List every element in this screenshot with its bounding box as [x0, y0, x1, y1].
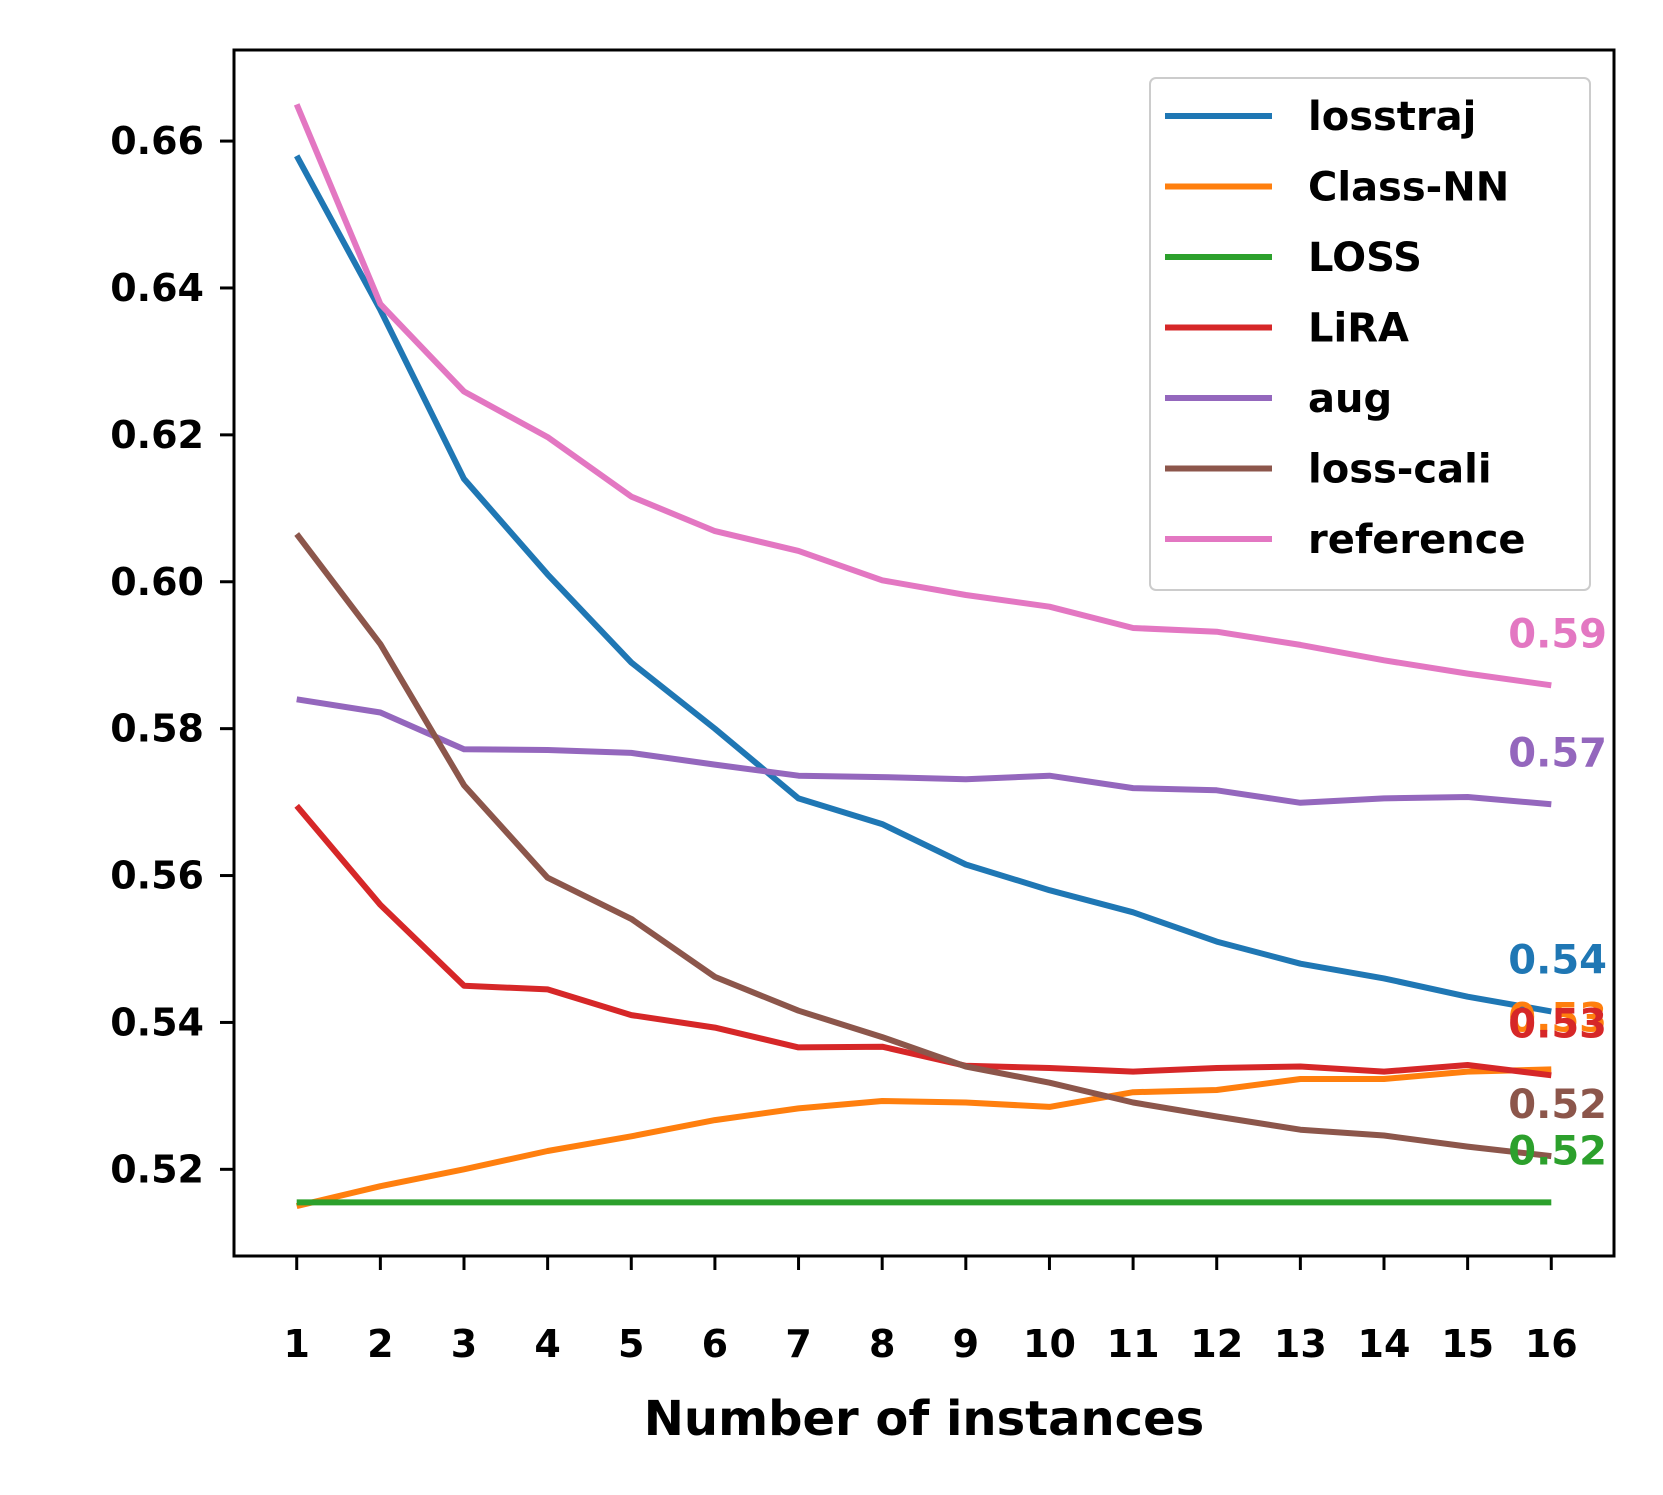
y-tick-label: 0.52 [110, 1147, 204, 1191]
x-tick-label: 5 [618, 1322, 644, 1366]
end-labels: 0.54 0.53 0.52 0.53 0.57 0.52 0.59 [1508, 611, 1607, 1174]
x-tick-label: 14 [1358, 1322, 1411, 1366]
x-tick-label: 13 [1274, 1322, 1327, 1366]
y-tick-label: 0.56 [110, 854, 204, 898]
end-label-lira: 0.53 [1508, 1001, 1607, 1047]
series-line-lira [294, 803, 1552, 1079]
legend-label-losstraj: losstraj [1308, 94, 1476, 140]
legend-label-class-nn: Class-NN [1308, 165, 1509, 211]
series-layer [293, 103, 1552, 1210]
plot-area-frame [232, 48, 1616, 1258]
series-line-reference [293, 103, 1552, 689]
end-label-losstraj: 0.54 [1508, 937, 1607, 983]
x-tick-label: 6 [702, 1322, 728, 1366]
end-label-loss: 0.52 [1508, 1128, 1607, 1174]
y-tick-label: 0.64 [110, 266, 204, 310]
series-line-losstraj [294, 154, 1552, 1015]
x-tick-label: 7 [785, 1322, 811, 1366]
legend-label-aug: aug [1308, 376, 1392, 422]
x-axis-label: Number of instances [644, 1391, 1205, 1447]
legend: losstraj Class-NN LOSS LiRA aug loss-cali refe… [1149, 77, 1591, 591]
legend-frame [1149, 77, 1591, 591]
x-tick-label: 2 [367, 1322, 393, 1366]
series-line-class-nn [296, 1066, 1552, 1210]
x-tick-label: 4 [534, 1322, 560, 1366]
legend-label-loss: LOSS [1308, 235, 1422, 281]
x-tick-label: 8 [869, 1322, 895, 1366]
legend-label-reference: reference [1308, 517, 1526, 563]
x-tick-label: 1 [284, 1322, 310, 1366]
end-label-class-nn: 0.53 [1508, 995, 1607, 1041]
y-tick-label: 0.58 [110, 707, 204, 751]
x-tick-label: 10 [1023, 1322, 1076, 1366]
series-line-loss-cali [294, 532, 1552, 1160]
y-tick-label: 0.62 [110, 413, 204, 457]
x-tick-label: 11 [1107, 1322, 1160, 1366]
y-tick-label: 0.60 [110, 560, 204, 604]
y-tick-label: 0.54 [110, 1000, 204, 1044]
legend-label-loss-cali: loss-cali [1308, 447, 1492, 493]
end-label-aug: 0.57 [1508, 730, 1607, 776]
x-axis: 1 2 3 4 5 6 7 8 9 10 11 12 13 14 15 16 [284, 1256, 1578, 1366]
end-label-loss-cali: 0.52 [1508, 1082, 1607, 1128]
x-tick-label: 16 [1525, 1322, 1578, 1366]
x-tick-label: 12 [1190, 1322, 1243, 1366]
x-tick-label: 15 [1441, 1322, 1494, 1366]
x-tick-label: 9 [953, 1322, 979, 1366]
legend-label-lira: LiRA [1308, 306, 1409, 352]
x-tick-label: 3 [451, 1322, 477, 1366]
series-line-aug [296, 696, 1552, 808]
end-label-reference: 0.59 [1508, 611, 1607, 657]
y-tick-label: 0.66 [110, 119, 204, 163]
y-axis: 0.52 0.54 0.56 0.58 0.60 0.62 0.64 0.66 [110, 119, 234, 1191]
